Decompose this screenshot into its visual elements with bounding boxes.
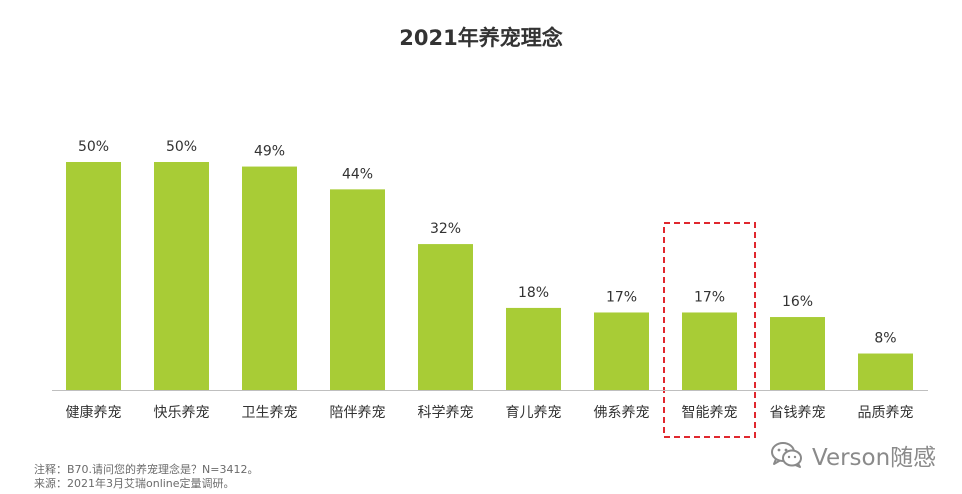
watermark-text: Verson随感 [812, 445, 937, 471]
value-label-快乐养宠: 50% [166, 139, 197, 155]
bar-快乐养宠 [154, 162, 209, 390]
category-label-省钱养宠: 省钱养宠 [770, 405, 826, 421]
value-label-省钱养宠: 16% [782, 294, 813, 310]
value-label-陪伴养宠: 44% [342, 166, 373, 182]
value-label-育儿养宠: 18% [518, 285, 549, 301]
value-label-佛系养宠: 17% [606, 289, 637, 305]
category-label-科学养宠: 科学养宠 [418, 405, 474, 421]
value-label-品质养宠: 8% [874, 331, 896, 347]
watermark: Verson随感 [770, 440, 937, 471]
category-label-佛系养宠: 佛系养宠 [594, 405, 650, 421]
value-label-科学养宠: 32% [430, 221, 461, 237]
bar-育儿养宠 [506, 307, 561, 390]
bar-健康养宠 [66, 162, 121, 390]
highlight-box [663, 222, 756, 438]
bar-佛系养宠 [594, 312, 649, 390]
bar-智能养宠 [682, 312, 737, 390]
value-label-智能养宠: 17% [694, 289, 725, 305]
bar-陪伴养宠 [330, 189, 385, 390]
footnote-source: 来源：2021年3月艾瑞online定量调研。 [34, 477, 235, 490]
bar-科学养宠 [418, 244, 473, 390]
value-label-健康养宠: 50% [78, 139, 109, 155]
bar-卫生养宠 [242, 166, 297, 390]
chart-title: 2021年养宠理念 [399, 26, 563, 50]
wechat-icon [771, 442, 802, 468]
category-label-快乐养宠: 快乐养宠 [154, 405, 210, 421]
category-label-品质养宠: 品质养宠 [858, 405, 914, 421]
value-label-卫生养宠: 49% [254, 144, 285, 160]
bar-省钱养宠 [770, 317, 825, 390]
category-label-卫生养宠: 卫生养宠 [242, 405, 298, 421]
category-label-健康养宠: 健康养宠 [66, 404, 122, 421]
bar-品质养宠 [858, 353, 913, 390]
category-label-智能养宠: 智能养宠 [682, 405, 738, 421]
category-label-育儿养宠: 育儿养宠 [506, 405, 562, 421]
footnote-note: 注释：B70.请问您的养宠理念是？N=3412。 [34, 463, 259, 476]
category-label-陪伴养宠: 陪伴养宠 [330, 405, 386, 421]
